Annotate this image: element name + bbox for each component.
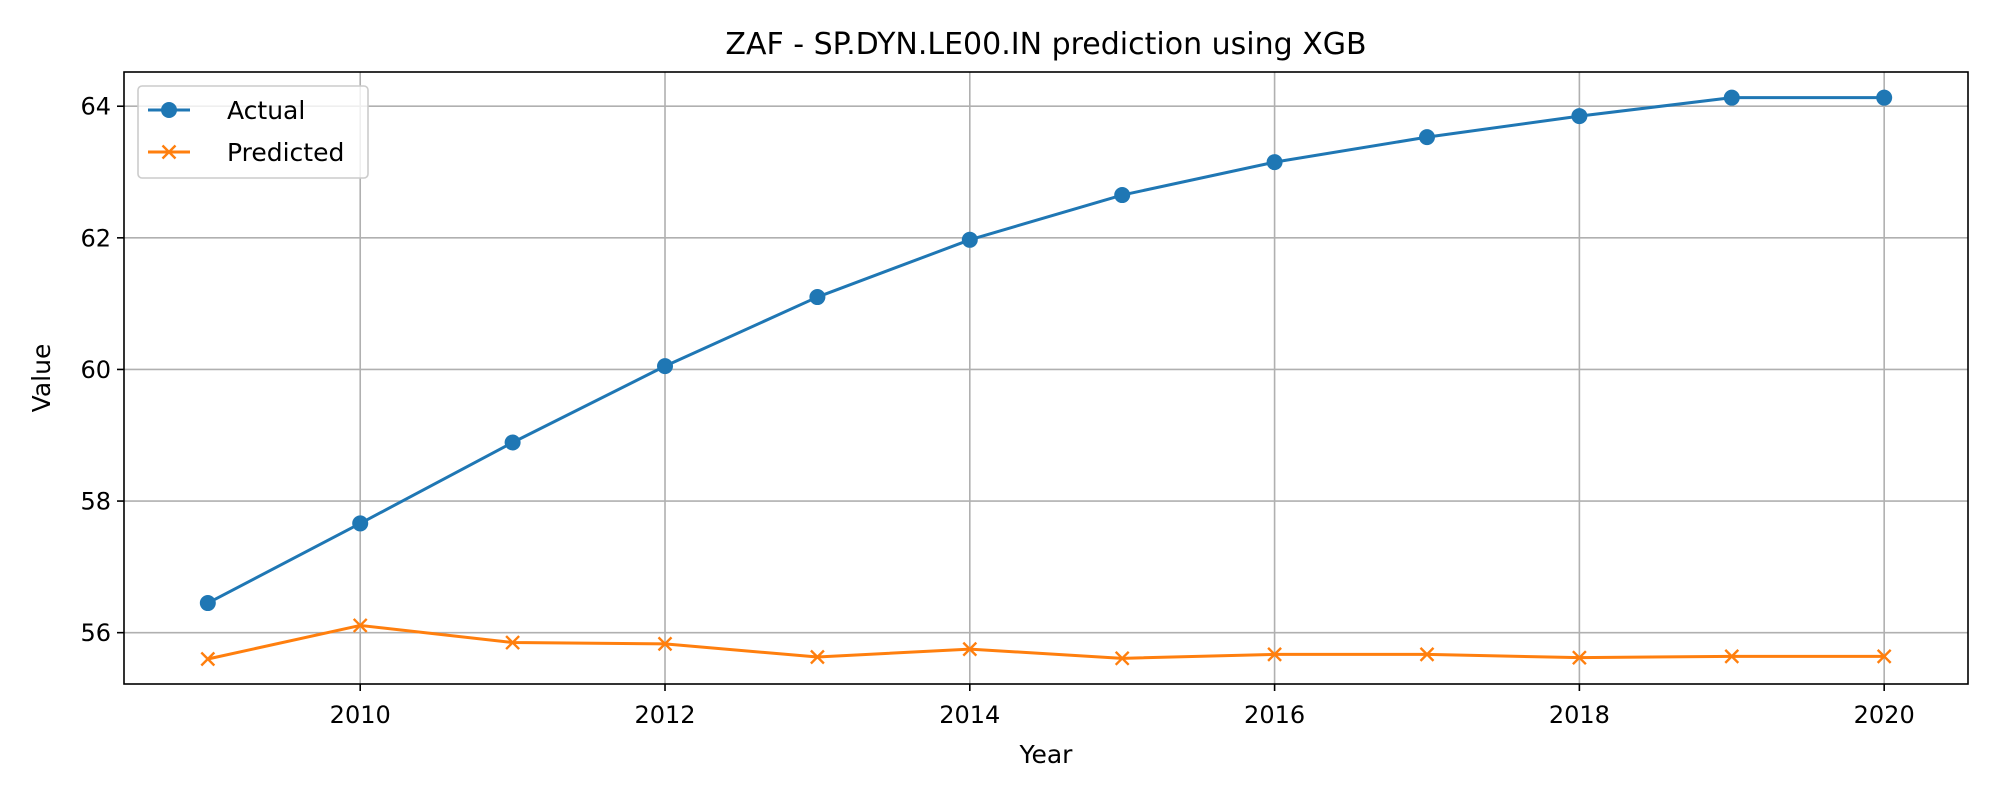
y-axis: 56 58 60 62 64 [80,93,124,647]
data-point-actual [1266,154,1283,171]
x-tick-label: 2020 [1854,701,1915,729]
x-axis: 2010 2012 2014 2016 2018 2020 [330,684,1915,729]
data-point-predicted [505,635,520,650]
marker-stroke [1114,650,1130,666]
legend-marker [161,144,177,160]
x-tick-label: 2014 [939,701,1000,729]
data-point-actual [961,231,978,248]
data-point-predicted [962,641,978,657]
chart-title: ZAF - SP.DYN.LE00.IN prediction using XG… [725,27,1366,62]
marker-stroke [1419,647,1435,662]
data-point-actual [504,434,521,451]
data-point-actual [352,515,369,532]
x-tick-label: 2018 [1549,701,1610,729]
marker-stroke [1572,650,1587,666]
marker-stroke [1267,647,1282,662]
data-point-predicted [1267,647,1282,662]
data-point-actual [657,358,674,375]
series-layer [199,89,1893,667]
legend-item-actual: Actual [148,96,305,125]
legend: Actual Predicted [137,85,369,179]
data-point-predicted [1419,647,1435,662]
x-axis-title: Year [1019,740,1074,769]
y-tick-label: 58 [80,488,111,516]
legend-label: Predicted [227,138,344,167]
data-point-actual [809,289,826,306]
plot-frame [123,71,1969,685]
series-actual [199,89,1893,612]
data-point-predicted [810,649,825,665]
y-tick-label: 56 [80,619,111,647]
series-line-actual [207,96,1885,605]
marker-stroke [352,618,368,633]
legend-item-predicted: Predicted [148,138,344,167]
marker-stroke [962,641,978,657]
data-point-predicted [1876,649,1892,664]
y-tick-label: 64 [80,93,111,121]
data-point-actual [199,595,216,612]
legend-label: Actual [227,96,305,125]
data-point-actual [1723,89,1740,106]
data-point-predicted [1114,650,1130,666]
data-point-predicted [200,651,216,667]
data-point-actual [1571,108,1588,125]
y-axis-title: Value [27,344,56,413]
data-point-predicted [1724,649,1740,664]
marker-stroke [810,649,825,665]
marker-stroke [505,635,520,650]
data-point-predicted [352,618,368,633]
x-tick-label: 2010 [330,701,391,729]
data-point-actual [1418,129,1435,146]
y-tick-label: 62 [80,224,111,252]
series-predicted [200,618,1892,667]
legend-marker [161,102,177,118]
y-tick-label: 60 [80,356,111,384]
marker-stroke [657,636,673,652]
marker-stroke [1876,649,1892,664]
data-point-predicted [1572,650,1587,666]
x-tick-label: 2012 [634,701,695,729]
legend-box [137,85,369,179]
data-point-actual [1114,187,1131,204]
series-line-predicted [207,623,1885,661]
marker-stroke [200,651,216,667]
marker-stroke [1724,649,1740,664]
data-point-actual [1876,89,1893,106]
data-point-predicted [657,636,673,652]
x-tick-label: 2016 [1244,701,1305,729]
